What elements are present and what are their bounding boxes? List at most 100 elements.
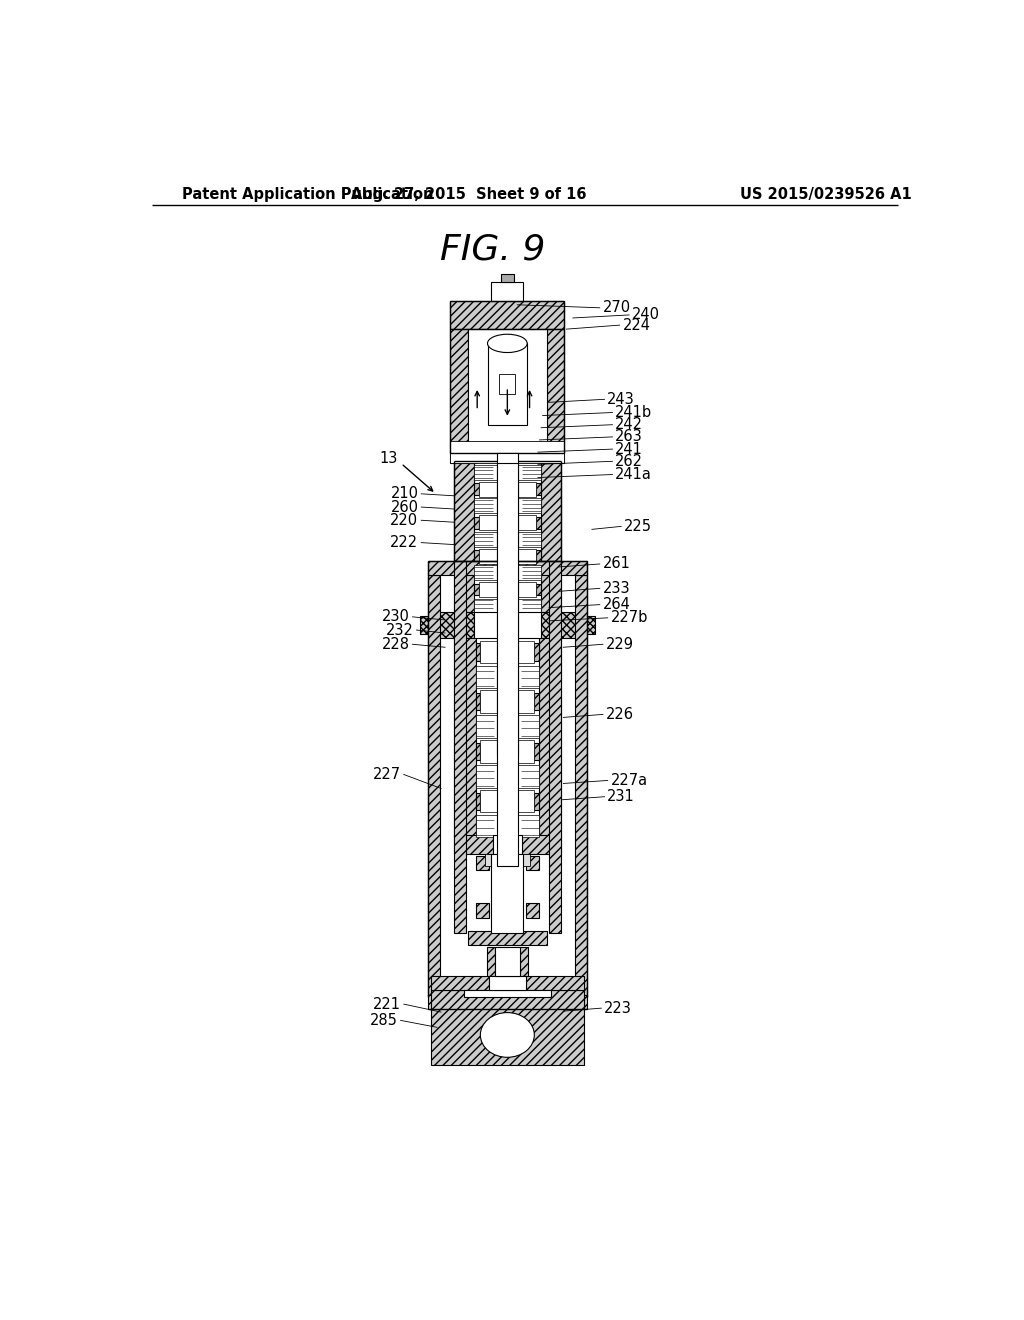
- Bar: [474, 499, 541, 513]
- Bar: [468, 329, 547, 453]
- Text: 13: 13: [380, 450, 397, 466]
- Text: 264: 264: [602, 597, 631, 612]
- Ellipse shape: [480, 1012, 535, 1057]
- Bar: [475, 792, 480, 810]
- Text: 233: 233: [602, 581, 630, 595]
- Text: 230: 230: [382, 610, 410, 624]
- Bar: [475, 814, 539, 837]
- Text: 241b: 241b: [615, 405, 652, 420]
- Bar: [469, 331, 480, 403]
- Bar: [521, 836, 560, 854]
- Bar: [487, 343, 527, 425]
- Bar: [480, 791, 535, 812]
- Bar: [492, 854, 523, 933]
- Bar: [494, 836, 521, 854]
- Text: 242: 242: [615, 417, 643, 432]
- Bar: [492, 282, 523, 301]
- Bar: [455, 463, 474, 614]
- Bar: [451, 441, 564, 463]
- Bar: [451, 329, 468, 453]
- Bar: [428, 561, 587, 576]
- Bar: [479, 582, 536, 597]
- Bar: [474, 532, 541, 546]
- Bar: [475, 643, 480, 660]
- Text: 225: 225: [624, 519, 652, 533]
- Bar: [475, 715, 539, 738]
- Bar: [451, 301, 564, 329]
- Text: 227b: 227b: [610, 610, 648, 626]
- Bar: [541, 611, 581, 638]
- Bar: [539, 451, 564, 463]
- Text: Aug. 27, 2015  Sheet 9 of 16: Aug. 27, 2015 Sheet 9 of 16: [351, 187, 587, 202]
- Text: 240: 240: [632, 308, 659, 322]
- Bar: [535, 643, 539, 660]
- Bar: [547, 329, 564, 453]
- Bar: [451, 451, 475, 463]
- Bar: [525, 903, 539, 917]
- Bar: [536, 550, 541, 562]
- Text: 260: 260: [390, 499, 419, 515]
- Bar: [454, 990, 464, 997]
- Text: 224: 224: [623, 318, 650, 333]
- Text: 228: 228: [382, 636, 410, 652]
- Bar: [434, 611, 474, 638]
- Text: 220: 220: [390, 512, 419, 528]
- Bar: [475, 665, 539, 688]
- Bar: [480, 690, 535, 713]
- Bar: [431, 975, 489, 990]
- Bar: [581, 615, 595, 634]
- Bar: [474, 599, 541, 614]
- Text: 226: 226: [606, 708, 634, 722]
- Text: 263: 263: [615, 429, 643, 445]
- Bar: [551, 990, 561, 997]
- Text: 227: 227: [373, 767, 401, 781]
- Bar: [474, 517, 479, 528]
- Bar: [455, 836, 494, 854]
- Bar: [536, 583, 541, 595]
- Bar: [475, 693, 480, 710]
- Bar: [475, 855, 489, 870]
- Text: 243: 243: [607, 392, 635, 407]
- Bar: [479, 515, 536, 531]
- Text: 232: 232: [386, 623, 414, 638]
- Bar: [479, 549, 536, 564]
- Bar: [497, 453, 518, 756]
- Text: 241: 241: [615, 442, 643, 457]
- Text: 229: 229: [606, 636, 634, 652]
- Text: 285: 285: [370, 1012, 397, 1028]
- Text: 210: 210: [390, 486, 419, 502]
- Bar: [541, 463, 560, 614]
- Bar: [480, 640, 535, 663]
- Text: 221: 221: [373, 997, 401, 1011]
- Text: 223: 223: [604, 1001, 632, 1015]
- Bar: [428, 576, 440, 997]
- Bar: [420, 615, 434, 634]
- Bar: [428, 995, 587, 1008]
- Bar: [549, 561, 560, 933]
- Bar: [474, 550, 479, 562]
- Bar: [479, 482, 536, 496]
- Bar: [464, 990, 551, 997]
- Text: 241a: 241a: [615, 467, 652, 482]
- Bar: [535, 743, 539, 760]
- Bar: [474, 483, 479, 495]
- Bar: [520, 948, 528, 975]
- Bar: [535, 331, 546, 403]
- Text: FIG. 9: FIG. 9: [440, 232, 546, 267]
- Text: 227a: 227a: [610, 774, 647, 788]
- Text: 222: 222: [390, 535, 419, 550]
- Ellipse shape: [487, 334, 527, 352]
- Bar: [475, 743, 480, 760]
- Bar: [486, 948, 495, 975]
- Text: 231: 231: [607, 789, 635, 804]
- Bar: [535, 693, 539, 710]
- Bar: [501, 275, 514, 282]
- Bar: [536, 517, 541, 528]
- Text: Patent Application Publication: Patent Application Publication: [182, 187, 433, 202]
- Bar: [485, 854, 529, 866]
- Bar: [500, 374, 515, 395]
- Bar: [431, 990, 584, 1065]
- Bar: [474, 583, 479, 595]
- Text: 270: 270: [602, 301, 631, 315]
- Bar: [525, 975, 584, 990]
